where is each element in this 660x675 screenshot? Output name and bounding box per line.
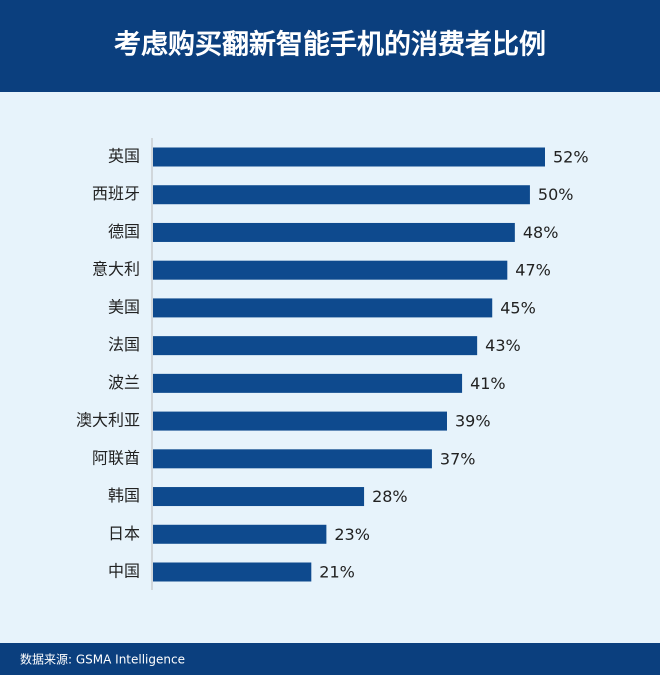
category-label: 意大利 — [92, 260, 140, 279]
value-label: 41% — [470, 374, 506, 393]
bar — [153, 147, 545, 167]
category-label: 中国 — [108, 562, 140, 581]
bar — [153, 449, 432, 469]
category-label: 波兰 — [108, 373, 140, 392]
bar — [153, 373, 463, 393]
bar — [153, 487, 365, 507]
value-label: 45% — [500, 298, 536, 317]
header — [0, 0, 660, 92]
bar — [153, 562, 312, 582]
value-label: 39% — [455, 412, 491, 431]
category-label: 美国 — [108, 297, 140, 316]
source: 数据来源: GSMA Intelligence — [20, 652, 185, 667]
bar — [153, 222, 515, 242]
category-label: 德国 — [108, 222, 140, 241]
value-label: 37% — [440, 449, 476, 468]
category-label: 韩国 — [108, 486, 140, 505]
value-label: 47% — [515, 261, 551, 280]
bar — [153, 185, 530, 205]
bar — [153, 298, 493, 318]
category-label: 阿联酋 — [92, 448, 140, 467]
chart-title: 考虑购买翻新智能手机的消费者比例 — [114, 29, 546, 61]
category-label: 法国 — [108, 335, 140, 354]
bar — [153, 524, 327, 544]
value-label: 23% — [334, 525, 370, 544]
category-label: 西班牙 — [92, 184, 140, 203]
value-label: 50% — [538, 185, 574, 204]
value-label: 48% — [523, 223, 559, 242]
value-label: 21% — [319, 563, 355, 582]
bar — [153, 260, 508, 280]
category-label: 英国 — [108, 147, 140, 166]
value-label: 52% — [553, 148, 589, 167]
footer — [0, 643, 660, 675]
bar — [153, 411, 447, 431]
bar — [153, 336, 478, 356]
category-label: 澳大利亚 — [76, 411, 140, 430]
value-label: 43% — [485, 336, 521, 355]
category-label: 日本 — [108, 524, 140, 543]
value-label: 28% — [372, 487, 408, 506]
